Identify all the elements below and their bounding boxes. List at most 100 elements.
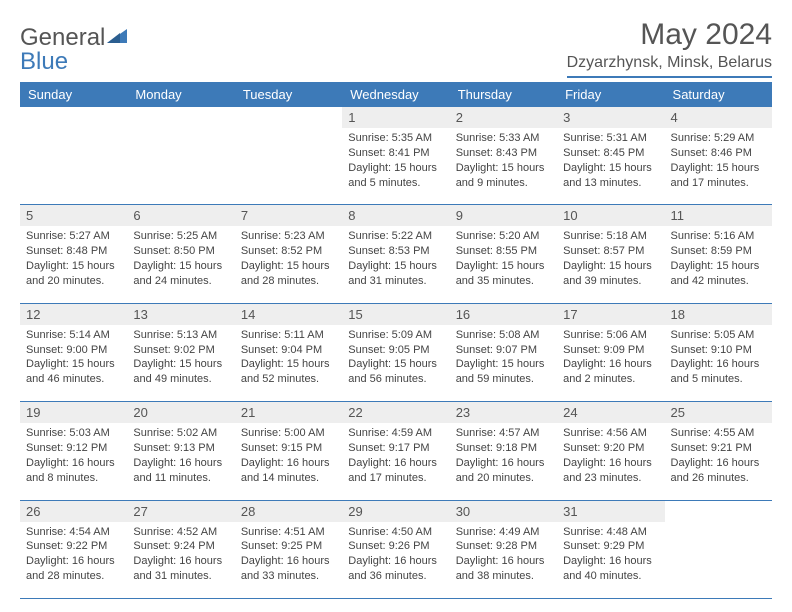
sunset-text: Sunset: 8:41 PM (348, 146, 443, 161)
day-number: 27 (127, 501, 234, 522)
day-cell: 22Sunrise: 4:59 AMSunset: 9:17 PMDayligh… (342, 402, 449, 500)
sunrise-text: Sunrise: 4:49 AM (456, 525, 551, 540)
sunrise-text: Sunrise: 5:02 AM (133, 426, 228, 441)
day-detail: Sunrise: 5:00 AMSunset: 9:15 PMDaylight:… (241, 426, 336, 485)
sunset-text: Sunset: 8:43 PM (456, 146, 551, 161)
day-header-row: SundayMondayTuesdayWednesdayThursdayFrid… (20, 82, 772, 107)
day-detail: Sunrise: 5:23 AMSunset: 8:52 PMDaylight:… (241, 229, 336, 288)
day-detail: Sunrise: 5:06 AMSunset: 9:09 PMDaylight:… (563, 328, 658, 387)
sunset-text: Sunset: 9:22 PM (26, 539, 121, 554)
sunrise-text: Sunrise: 5:00 AM (241, 426, 336, 441)
day-detail: Sunrise: 4:59 AMSunset: 9:17 PMDaylight:… (348, 426, 443, 485)
day-detail: Sunrise: 5:25 AMSunset: 8:50 PMDaylight:… (133, 229, 228, 288)
sunrise-text: Sunrise: 4:54 AM (26, 525, 121, 540)
sunrise-text: Sunrise: 5:05 AM (671, 328, 766, 343)
day-cell: 20Sunrise: 5:02 AMSunset: 9:13 PMDayligh… (127, 402, 234, 500)
sunset-text: Sunset: 9:26 PM (348, 539, 443, 554)
sunrise-text: Sunrise: 5:23 AM (241, 229, 336, 244)
day-detail: Sunrise: 4:50 AMSunset: 9:26 PMDaylight:… (348, 525, 443, 584)
daylight-text: Daylight: 15 hours and 59 minutes. (456, 357, 551, 387)
day-cell: 2Sunrise: 5:33 AMSunset: 8:43 PMDaylight… (450, 107, 557, 205)
day-cell: 31Sunrise: 4:48 AMSunset: 9:29 PMDayligh… (557, 500, 664, 598)
day-detail: Sunrise: 5:05 AMSunset: 9:10 PMDaylight:… (671, 328, 766, 387)
sunrise-text: Sunrise: 5:08 AM (456, 328, 551, 343)
daylight-text: Daylight: 15 hours and 28 minutes. (241, 259, 336, 289)
daylight-text: Daylight: 16 hours and 8 minutes. (26, 456, 121, 486)
day-cell: 9Sunrise: 5:20 AMSunset: 8:55 PMDaylight… (450, 205, 557, 303)
day-detail: Sunrise: 5:27 AMSunset: 8:48 PMDaylight:… (26, 229, 121, 288)
day-number: 8 (342, 205, 449, 226)
sunset-text: Sunset: 9:28 PM (456, 539, 551, 554)
sunrise-text: Sunrise: 5:11 AM (241, 328, 336, 343)
day-number: 13 (127, 304, 234, 325)
sunset-text: Sunset: 8:46 PM (671, 146, 766, 161)
sunset-text: Sunset: 9:04 PM (241, 343, 336, 358)
title-block: May 2024 Dzyarzhynsk, Minsk, Belarus (567, 18, 772, 78)
day-cell: 15 Sunrise: 5:09 AMSunset: 9:05 PMDayligh… (342, 303, 449, 401)
day-detail: Sunrise: 5:11 AMSunset: 9:04 PMDaylight:… (241, 328, 336, 387)
day-cell (20, 107, 127, 205)
logo-triangle-icon (107, 24, 129, 52)
day-number: 11 (665, 205, 772, 226)
day-number: 24 (557, 402, 664, 423)
day-header: Wednesday (342, 82, 449, 107)
daylight-text: Daylight: 16 hours and 36 minutes. (348, 554, 443, 584)
sunrise-text: Sunrise: 4:56 AM (563, 426, 658, 441)
sunrise-text: Sunrise: 5:06 AM (563, 328, 658, 343)
daylight-text: Daylight: 15 hours and 42 minutes. (671, 259, 766, 289)
sunset-text: Sunset: 9:29 PM (563, 539, 658, 554)
sunset-text: Sunset: 8:55 PM (456, 244, 551, 259)
daylight-text: Daylight: 16 hours and 23 minutes. (563, 456, 658, 486)
day-number: 1 (342, 107, 449, 128)
day-number: 26 (20, 501, 127, 522)
day-number: 9 (450, 205, 557, 226)
daylight-text: Daylight: 16 hours and 38 minutes. (456, 554, 551, 584)
day-number: 21 (235, 402, 342, 423)
day-number: 19 (20, 402, 127, 423)
daylight-text: Daylight: 15 hours and 49 minutes. (133, 357, 228, 387)
daylight-text: Daylight: 15 hours and 5 minutes. (348, 161, 443, 191)
sunrise-text: Sunrise: 5:31 AM (563, 131, 658, 146)
day-number: 15 (342, 304, 449, 325)
day-cell: 12Sunrise: 5:14 AMSunset: 9:00 PMDayligh… (20, 303, 127, 401)
day-number: 10 (557, 205, 664, 226)
sunrise-text: Sunrise: 5:09 AM (348, 328, 443, 343)
day-number: 29 (342, 501, 449, 522)
day-number: 12 (20, 304, 127, 325)
sunset-text: Sunset: 9:24 PM (133, 539, 228, 554)
month-title: May 2024 (567, 18, 772, 52)
day-detail: Sunrise: 4:55 AMSunset: 9:21 PMDaylight:… (671, 426, 766, 485)
sunset-text: Sunset: 9:07 PM (456, 343, 551, 358)
sunrise-text: Sunrise: 4:52 AM (133, 525, 228, 540)
day-cell: 29 Sunrise: 4:50 AMSunset: 9:26 PMDayligh… (342, 500, 449, 598)
day-cell: 4Sunrise: 5:29 AMSunset: 8:46 PMDaylight… (665, 107, 772, 205)
week-row: 26 Sunrise: 4:54 AMSunset: 9:22 PM Dayligh… (20, 500, 772, 598)
sunset-text: Sunset: 9:05 PM (348, 343, 443, 358)
week-row: 5Sunrise: 5:27 AMSunset: 8:48 PMDaylight… (20, 205, 772, 303)
day-cell: 26Sunrise: 4:54 AMSunset: 9:22 PMDayligh… (20, 500, 127, 598)
day-cell: 8Sunrise: 5:22 AMSunset: 8:53 PMDaylight… (342, 205, 449, 303)
day-detail: Sunrise: 5:08 AMSunset: 9:07 PMDaylight:… (456, 328, 551, 387)
day-cell: 11Sunrise: 5:16 AMSunset: 8:59 PMDayligh… (665, 205, 772, 303)
day-cell: 17Sunrise: 5:06 AMSunset: 9:09 PMDayligh… (557, 303, 664, 401)
daylight-text: Daylight: 15 hours and 9 minutes. (456, 161, 551, 191)
day-number: 30 (450, 501, 557, 522)
daylight-text: Daylight: 16 hours and 11 minutes. (133, 456, 228, 486)
sunset-text: Sunset: 9:15 PM (241, 441, 336, 456)
page: General May 2024 Dzyarzhynsk, Minsk, Bel… (0, 0, 792, 599)
week-row: 1Sunrise: 5:35 AMSunset: 8:41 PMDaylight… (20, 107, 772, 205)
day-cell: 7Sunrise: 5:23 AMSunset: 8:52 PMDaylight… (235, 205, 342, 303)
day-cell: 10Sunrise: 5:18 AMSunset: 8:57 PMDayligh… (557, 205, 664, 303)
sunset-text: Sunset: 9:18 PM (456, 441, 551, 456)
day-header: Friday (557, 82, 664, 107)
day-number: 3 (557, 107, 664, 128)
sunset-text: Sunset: 8:52 PM (241, 244, 336, 259)
day-detail: Sunrise: 4:52 AMSunset: 9:24 PMDaylight:… (133, 525, 228, 584)
sunset-text: Sunset: 9:09 PM (563, 343, 658, 358)
day-detail: Sunrise: 5:09 AMSunset: 9:05 PMDaylight:… (348, 328, 443, 387)
sunrise-text: Sunrise: 4:57 AM (456, 426, 551, 441)
daylight-text: Daylight: 16 hours and 20 minutes. (456, 456, 551, 486)
sunset-text: Sunset: 9:20 PM (563, 441, 658, 456)
day-number: 25 (665, 402, 772, 423)
day-detail: Sunrise: 5:33 AMSunset: 8:43 PMDaylight:… (456, 131, 551, 190)
